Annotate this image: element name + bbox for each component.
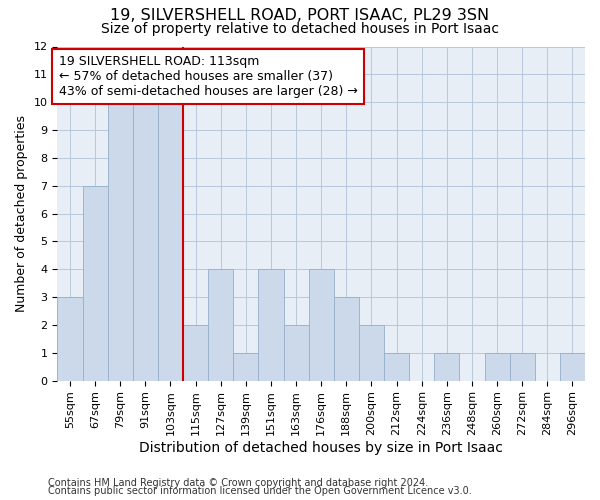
Bar <box>107 102 133 380</box>
Bar <box>434 353 460 380</box>
Bar <box>308 269 334 380</box>
X-axis label: Distribution of detached houses by size in Port Isaac: Distribution of detached houses by size … <box>139 441 503 455</box>
Bar <box>259 269 284 380</box>
Text: 19, SILVERSHELL ROAD, PORT ISAAC, PL29 3SN: 19, SILVERSHELL ROAD, PORT ISAAC, PL29 3… <box>110 8 490 22</box>
Bar <box>384 353 409 380</box>
Bar <box>208 269 233 380</box>
Bar <box>133 102 158 380</box>
Bar <box>284 325 308 380</box>
Bar <box>58 297 83 380</box>
Bar <box>233 353 259 380</box>
Y-axis label: Number of detached properties: Number of detached properties <box>15 115 28 312</box>
Bar <box>334 297 359 380</box>
Text: 19 SILVERSHELL ROAD: 113sqm
← 57% of detached houses are smaller (37)
43% of sem: 19 SILVERSHELL ROAD: 113sqm ← 57% of det… <box>59 55 358 98</box>
Bar <box>183 325 208 380</box>
Text: Contains public sector information licensed under the Open Government Licence v3: Contains public sector information licen… <box>48 486 472 496</box>
Bar <box>359 325 384 380</box>
Bar <box>485 353 509 380</box>
Bar <box>83 186 107 380</box>
Text: Contains HM Land Registry data © Crown copyright and database right 2024.: Contains HM Land Registry data © Crown c… <box>48 478 428 488</box>
Bar <box>509 353 535 380</box>
Bar <box>560 353 585 380</box>
Bar <box>158 102 183 380</box>
Text: Size of property relative to detached houses in Port Isaac: Size of property relative to detached ho… <box>101 22 499 36</box>
